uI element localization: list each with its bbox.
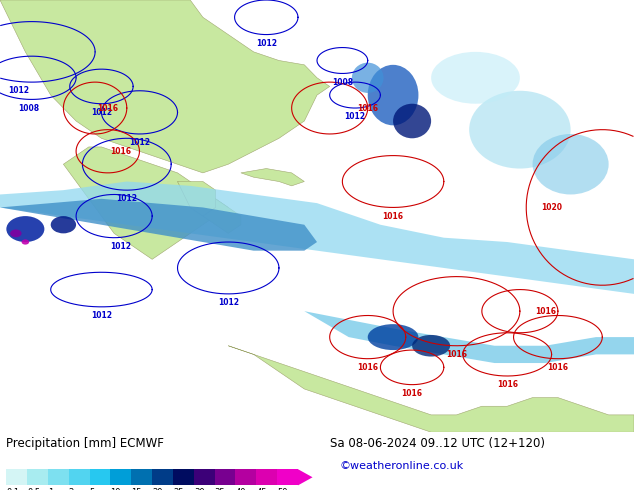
Text: 1016: 1016	[446, 350, 467, 359]
Ellipse shape	[368, 324, 418, 350]
Bar	[256, 469, 277, 486]
Bar	[173, 469, 194, 486]
Ellipse shape	[393, 104, 431, 138]
Text: 1012: 1012	[116, 195, 138, 203]
Polygon shape	[0, 181, 634, 294]
Text: 35: 35	[215, 488, 225, 490]
Ellipse shape	[368, 65, 418, 125]
Text: 1012: 1012	[256, 39, 277, 48]
Ellipse shape	[10, 229, 22, 237]
Bar	[110, 469, 131, 486]
Text: 1016: 1016	[110, 147, 131, 156]
Bar	[48, 469, 69, 486]
Bar	[152, 469, 173, 486]
Text: 1016: 1016	[401, 389, 423, 398]
Polygon shape	[0, 199, 317, 251]
Bar	[277, 469, 298, 486]
Text: 15: 15	[131, 488, 142, 490]
Text: 1: 1	[48, 488, 53, 490]
Text: 1012: 1012	[110, 242, 131, 251]
Bar	[235, 469, 256, 486]
Ellipse shape	[51, 216, 76, 233]
Text: 5: 5	[89, 488, 95, 490]
Text: 2: 2	[69, 488, 74, 490]
Text: Precipitation [mm] ECMWF: Precipitation [mm] ECMWF	[6, 437, 164, 450]
Text: 0.5: 0.5	[27, 488, 41, 490]
Text: 1012: 1012	[217, 298, 239, 307]
Polygon shape	[241, 169, 304, 186]
Text: 1012: 1012	[129, 138, 150, 147]
Ellipse shape	[431, 52, 520, 104]
Text: 1016: 1016	[547, 363, 569, 372]
Text: 1012: 1012	[91, 311, 112, 320]
Text: 1016: 1016	[534, 307, 556, 316]
Bar	[131, 469, 152, 486]
Ellipse shape	[412, 335, 450, 357]
Ellipse shape	[533, 134, 609, 195]
Text: 25: 25	[173, 488, 183, 490]
Polygon shape	[178, 181, 241, 233]
Text: 20: 20	[152, 488, 163, 490]
Text: Sa 08-06-2024 09..12 UTC (12+120): Sa 08-06-2024 09..12 UTC (12+120)	[330, 437, 545, 450]
Bar	[6, 469, 27, 486]
Text: 50: 50	[277, 488, 288, 490]
Ellipse shape	[352, 63, 384, 93]
Text: 1008: 1008	[332, 77, 353, 87]
Polygon shape	[298, 469, 313, 486]
Text: 1020: 1020	[541, 203, 562, 212]
Text: 1008: 1008	[18, 103, 39, 113]
Text: 1016: 1016	[357, 103, 378, 113]
Polygon shape	[0, 0, 330, 173]
Text: 1016: 1016	[496, 380, 518, 389]
Ellipse shape	[6, 216, 44, 242]
Text: 0.1: 0.1	[6, 488, 20, 490]
Text: 40: 40	[235, 488, 246, 490]
Text: 45: 45	[256, 488, 267, 490]
Bar	[194, 469, 215, 486]
Text: ©weatheronline.co.uk: ©weatheronline.co.uk	[339, 461, 463, 471]
Text: 1012: 1012	[8, 86, 30, 95]
Text: 1016: 1016	[97, 103, 119, 113]
Polygon shape	[63, 147, 228, 259]
Bar	[69, 469, 89, 486]
Bar	[89, 469, 110, 486]
Text: 10: 10	[110, 488, 121, 490]
Text: 1016: 1016	[357, 363, 378, 372]
Bar	[27, 469, 48, 486]
Bar	[215, 469, 235, 486]
Ellipse shape	[22, 240, 29, 245]
Text: 1012: 1012	[91, 108, 112, 117]
Text: 1016: 1016	[382, 212, 404, 220]
Polygon shape	[304, 311, 634, 363]
Text: 1012: 1012	[344, 112, 366, 121]
Polygon shape	[228, 346, 634, 432]
Polygon shape	[178, 181, 216, 216]
Ellipse shape	[469, 91, 571, 169]
Text: 30: 30	[194, 488, 204, 490]
